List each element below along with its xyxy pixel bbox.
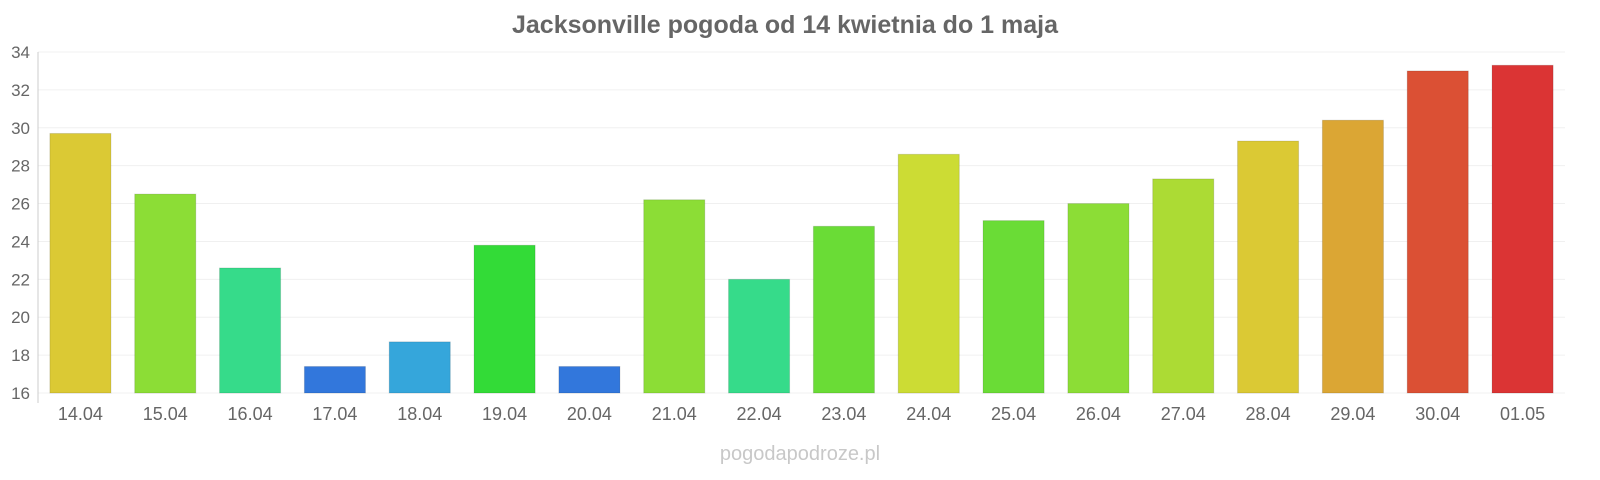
chart-title: Jacksonville pogoda od 14 kwietnia do 1 … [512,11,1059,39]
bar-16.04 [219,267,282,394]
x-tick-label: 18.04 [397,404,442,424]
x-tick-label: 28.04 [1246,404,1291,424]
bar-28.04 [1237,140,1300,394]
bar-20.04 [558,365,621,394]
y-tick-label: 30 [11,119,30,138]
y-tick-label: 26 [11,195,30,214]
bar-29.04 [1321,119,1384,394]
x-tick-label: 22.04 [737,404,782,424]
watermark: pogodapodroze.pl [720,443,880,465]
bar-24.04 [897,153,960,394]
y-tick-label: 16 [11,384,30,403]
bar-22.04 [728,278,791,394]
x-tick-label: 01.05 [1500,404,1545,424]
bar-23.04 [812,225,875,394]
x-tick-label: 26.04 [1076,404,1121,424]
bar-01.05 [1491,64,1554,394]
bar-17.04 [303,365,366,394]
bar-14.04 [49,132,112,394]
bar-21.04 [643,199,706,394]
bar-15.04 [134,193,197,394]
y-tick-label: 28 [11,157,30,176]
y-tick-label: 22 [11,270,30,289]
y-tick-label: 34 [11,43,30,62]
x-tick-label: 17.04 [312,404,357,424]
x-tick-label: 19.04 [482,404,527,424]
x-tick-label: 24.04 [906,404,951,424]
x-tick-label: 20.04 [567,404,612,424]
bar-19.04 [473,244,536,394]
bar-26.04 [1067,203,1130,394]
x-tick-label: 25.04 [991,404,1036,424]
y-tick-label: 20 [11,308,30,327]
bar-25.04 [982,220,1045,394]
x-tick-label: 27.04 [1161,404,1206,424]
x-tick-label: 29.04 [1330,404,1375,424]
x-tick-label: 21.04 [652,404,697,424]
x-tick-label: 15.04 [143,404,188,424]
y-tick-label: 32 [11,81,30,100]
y-tick-label: 24 [11,232,30,251]
y-tick-label: 18 [11,346,30,365]
x-tick-label: 14.04 [58,404,103,424]
bar-30.04 [1406,70,1469,394]
x-tick-label: 16.04 [228,404,273,424]
bar-27.04 [1152,178,1215,394]
bar-18.04 [388,341,451,394]
x-tick-label: 23.04 [821,404,866,424]
x-tick-label: 30.04 [1415,404,1460,424]
